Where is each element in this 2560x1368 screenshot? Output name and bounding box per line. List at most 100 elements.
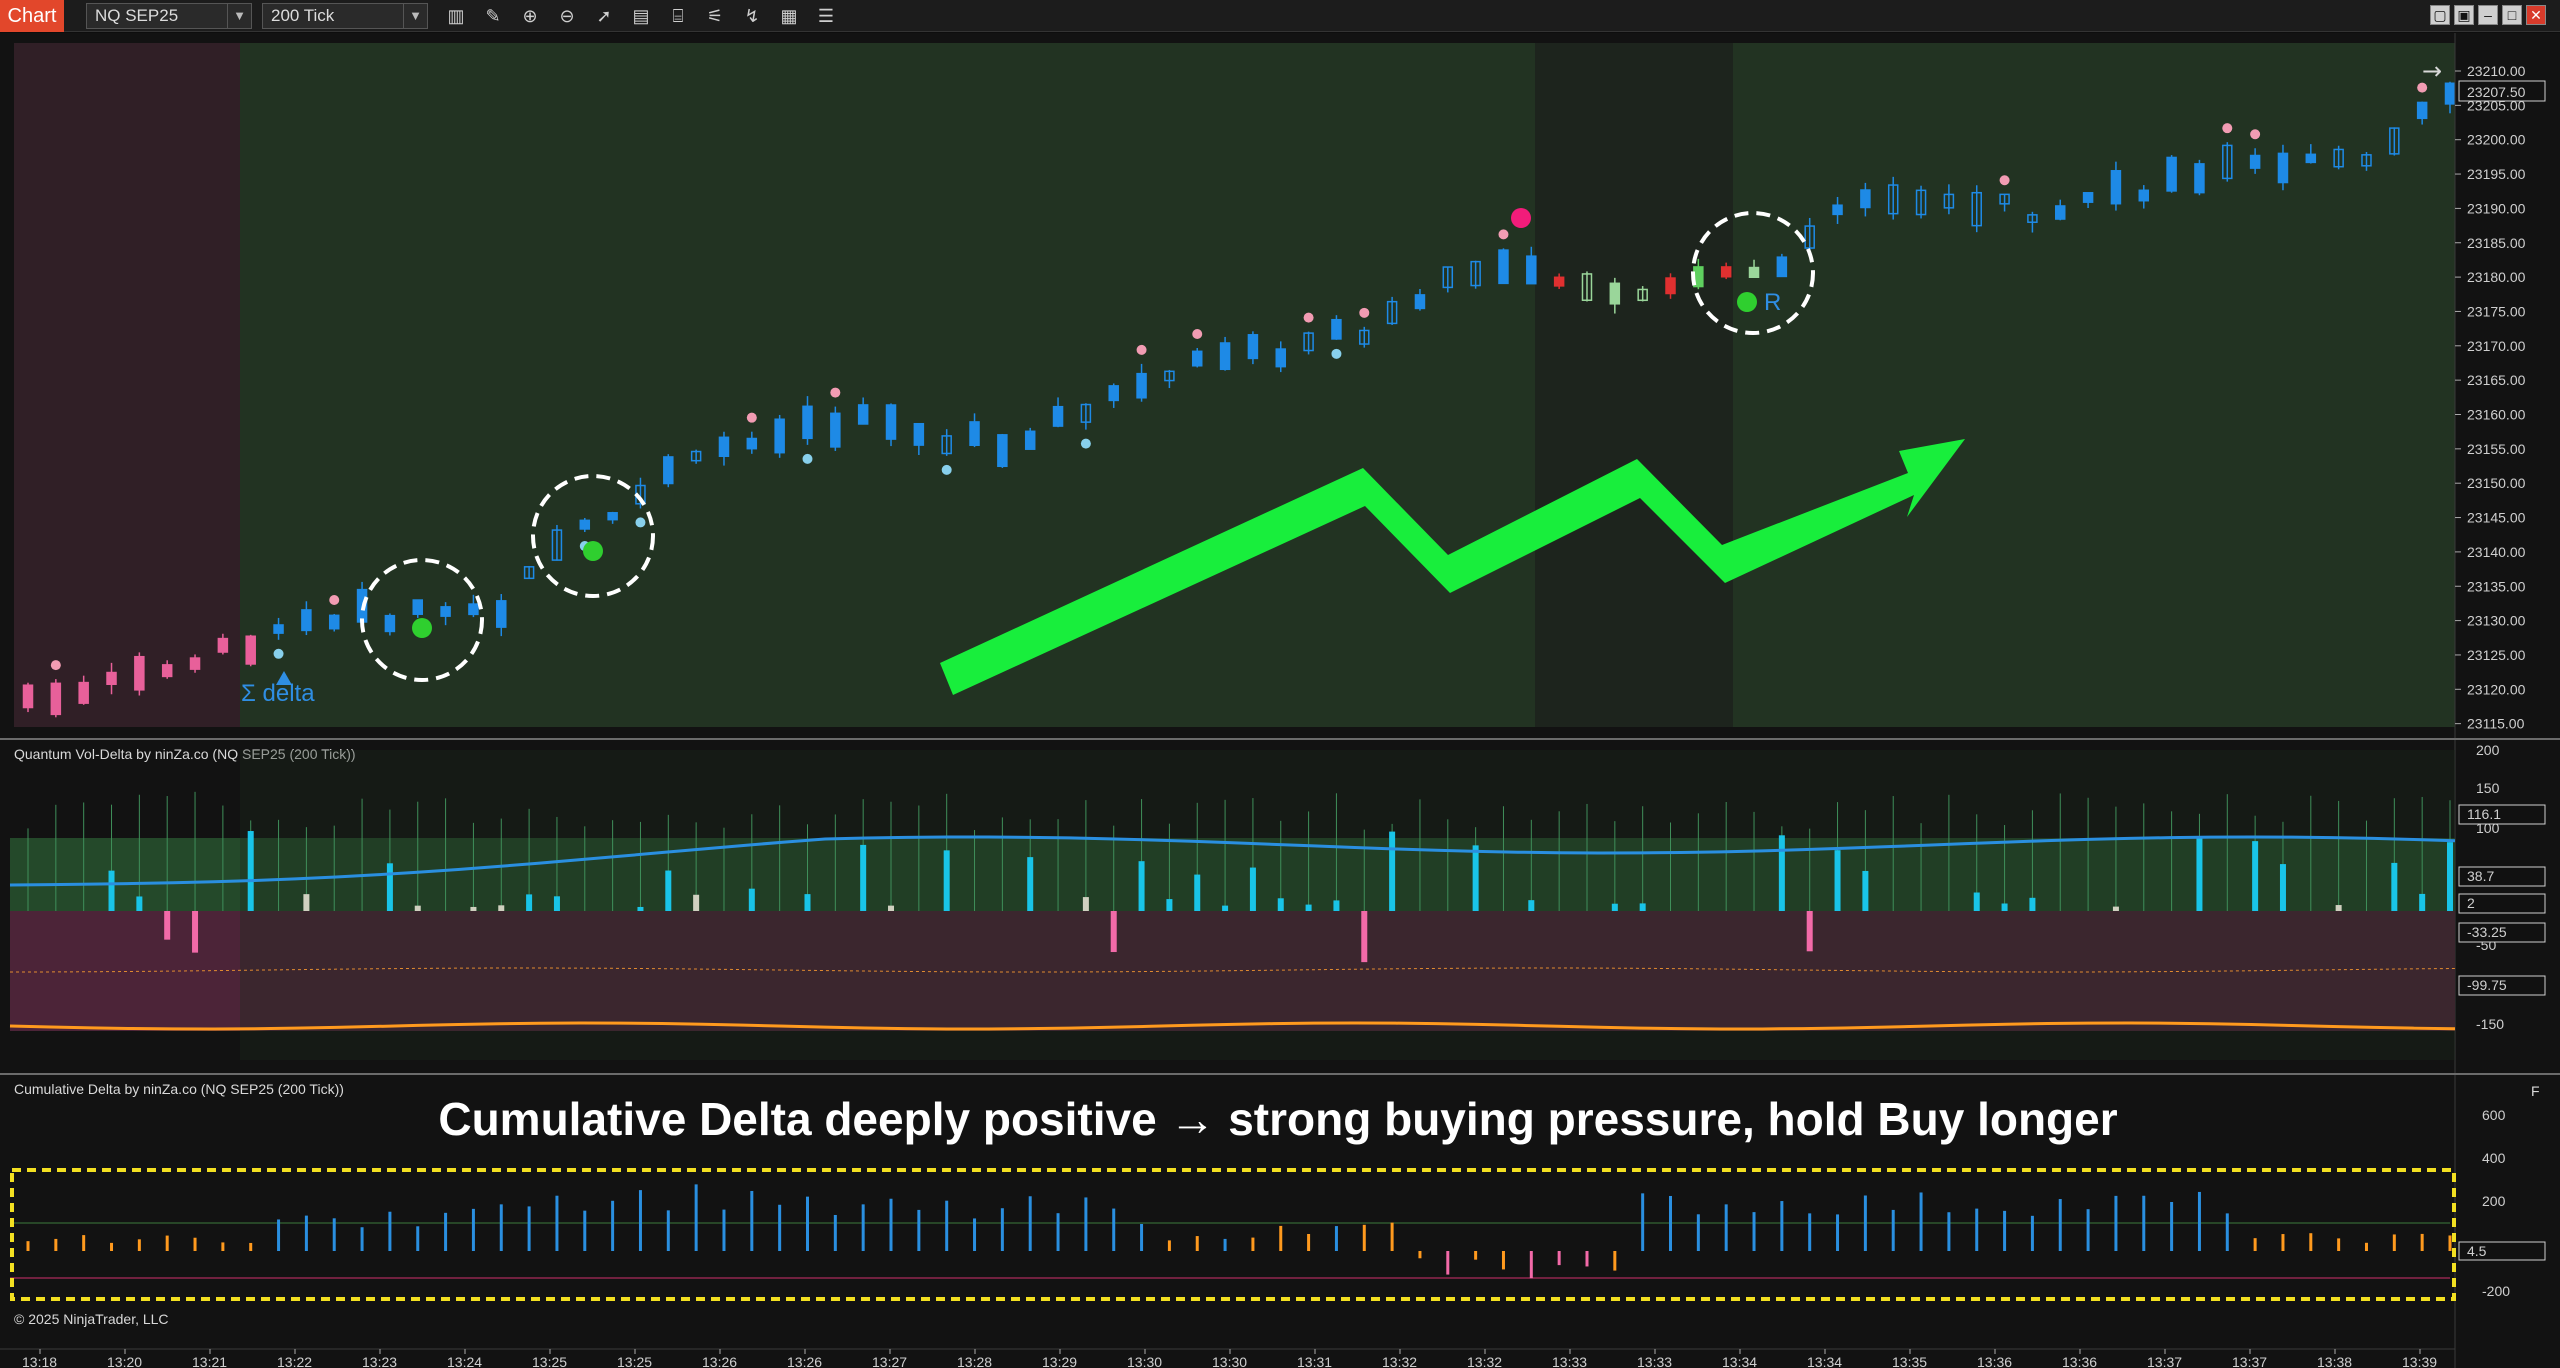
properties-icon[interactable]: ⌸ bbox=[672, 6, 684, 26]
time-tick-label: 13:36 bbox=[2062, 1354, 2097, 1368]
time-tick-label: 13:29 bbox=[1042, 1354, 1077, 1368]
vol-delta-marker bbox=[2458, 975, 2546, 996]
candle-body bbox=[2277, 152, 2289, 184]
vol-delta-lines bbox=[9, 835, 2456, 1031]
vol-delta-bar bbox=[2029, 897, 2036, 911]
time-tick-label: 13:21 bbox=[192, 1354, 227, 1368]
vol-delta-bar bbox=[136, 896, 143, 911]
panel-corner-label[interactable]: F bbox=[2531, 1083, 2540, 1099]
time-tick-label: 13:30 bbox=[1212, 1354, 1247, 1368]
candle-body bbox=[690, 450, 702, 462]
candle-body bbox=[1219, 342, 1231, 371]
cum-delta-marker: 4.5 bbox=[2458, 1241, 2546, 1261]
candle-body bbox=[1080, 403, 1092, 423]
time-tick-label: 13:37 bbox=[2232, 1354, 2267, 1368]
signal-dot bbox=[746, 412, 757, 423]
instrument-value: NQ SEP25 bbox=[95, 6, 179, 25]
signal-circle bbox=[531, 474, 655, 598]
vol-delta-marker-label: 116.1 bbox=[2467, 806, 2501, 822]
interval-selector[interactable]: 200 Tick ▼ bbox=[262, 3, 428, 29]
buy-signal-dot bbox=[1737, 292, 1757, 312]
signal-circle bbox=[1691, 211, 1815, 335]
time-tick-label: 13:32 bbox=[1382, 1354, 1417, 1368]
strategies-icon[interactable]: ↯ bbox=[744, 6, 760, 26]
last-price-label: 23207.50 bbox=[2467, 84, 2526, 100]
indicators-icon[interactable]: ⚟ bbox=[706, 6, 724, 26]
signal-dot bbox=[1498, 229, 1509, 240]
vol-delta-marker bbox=[2458, 866, 2546, 887]
vol-delta-bar bbox=[1333, 900, 1340, 911]
maximize-icon[interactable]: □ bbox=[2502, 5, 2522, 25]
time-tick-label: 13:31 bbox=[1297, 1354, 1332, 1368]
data-box-icon[interactable]: ▤ bbox=[632, 6, 650, 26]
vol-delta-bar bbox=[1361, 911, 1368, 963]
vol-delta-line bbox=[9, 1021, 2456, 1031]
candle-body bbox=[1024, 430, 1036, 450]
candle-body bbox=[1414, 294, 1426, 310]
price-tick-label: 23150.00 bbox=[2467, 475, 2526, 491]
vol-delta-marker-label: 38.7 bbox=[2467, 868, 2494, 884]
zoom-in-icon[interactable]: ⊕ bbox=[522, 6, 538, 26]
time-tick-label: 13:38 bbox=[2317, 1354, 2352, 1368]
time-tick-label: 13:30 bbox=[1127, 1354, 1162, 1368]
chart-tab[interactable]: Chart bbox=[0, 0, 64, 32]
instrument-selector[interactable]: NQ SEP25 ▼ bbox=[86, 3, 252, 29]
vol-delta-bar bbox=[693, 894, 700, 911]
time-tick-label: 13:25 bbox=[532, 1354, 567, 1368]
list-icon[interactable]: ☰ bbox=[817, 6, 835, 26]
templates-icon[interactable]: ▦ bbox=[780, 6, 798, 26]
candle-body bbox=[1191, 350, 1203, 367]
chevron-down-icon[interactable]: ▼ bbox=[403, 4, 427, 28]
scroll-right-icon[interactable]: → bbox=[2422, 57, 2442, 85]
minimize-icon[interactable]: – bbox=[2478, 5, 2498, 25]
tile-icon[interactable]: ▣ bbox=[2454, 5, 2474, 25]
pencil-icon[interactable]: ✎ bbox=[485, 6, 501, 26]
delta-label: Σ delta bbox=[241, 680, 315, 707]
price-tick-label: 23135.00 bbox=[2467, 578, 2526, 594]
candle-body bbox=[2166, 156, 2177, 192]
pointer-icon[interactable]: ➚ bbox=[596, 6, 612, 26]
signal-dot bbox=[329, 594, 340, 605]
annotation-text: Cumulative Delta deeply positive → stron… bbox=[438, 1093, 2117, 1145]
candle-body bbox=[1720, 266, 1732, 278]
time-tick-label: 13:25 bbox=[617, 1354, 652, 1368]
candle-body bbox=[1526, 255, 1537, 285]
candle-body bbox=[997, 434, 1008, 468]
bear-zone bbox=[14, 43, 240, 727]
vol-delta-bar bbox=[526, 894, 533, 911]
chart-toolbar: Chart NQ SEP25 ▼ 200 Tick ▼ ▥ ✎ ⊕ ⊖ ➚ ▤ ⌸ ⚟ ↯ ▦ ☰ … bbox=[0, 0, 2560, 32]
candle-body bbox=[1971, 191, 1982, 227]
last-price-marker: 23207.50 bbox=[2458, 80, 2546, 102]
vol-delta-bar bbox=[943, 850, 950, 911]
signal-dot bbox=[1303, 312, 1314, 323]
cum-delta-tick-label: 200 bbox=[2482, 1193, 2506, 1209]
vol-delta-tick-label: 200 bbox=[2476, 742, 2500, 758]
vol-delta-bar bbox=[2001, 903, 2008, 911]
vol-delta-bar bbox=[1834, 850, 1841, 911]
candle-body bbox=[607, 512, 618, 521]
candle-body bbox=[1553, 276, 1565, 287]
candle-body bbox=[885, 404, 897, 440]
candle-body bbox=[1804, 225, 1815, 249]
restore-icon[interactable]: ▢ bbox=[2430, 5, 2450, 25]
candle-body bbox=[857, 404, 869, 425]
candle-body bbox=[245, 635, 256, 665]
close-icon[interactable]: ✕ bbox=[2526, 5, 2546, 25]
price-tick-label: 23210.00 bbox=[2467, 63, 2526, 79]
price-tick-label: 23165.00 bbox=[2467, 372, 2526, 388]
chevron-down-icon[interactable]: ▼ bbox=[227, 4, 251, 28]
candle-body bbox=[551, 529, 563, 561]
vol-delta-marker-label: 2 bbox=[2467, 895, 2475, 911]
candle-body bbox=[1275, 348, 1287, 368]
candle-body bbox=[830, 412, 841, 448]
bar-style-icon[interactable]: ▥ bbox=[447, 6, 465, 26]
zoom-out-icon[interactable]: ⊖ bbox=[559, 6, 575, 26]
candle-body bbox=[301, 609, 312, 632]
vol-delta-tick-label: 150 bbox=[2476, 780, 2500, 796]
vol-delta-bar bbox=[1194, 874, 1201, 911]
vol-delta-bar bbox=[2112, 906, 2119, 911]
signal-dot bbox=[1136, 344, 1147, 355]
chart-area[interactable]: R Σ delta → 23210.0023205.0023200.002319… bbox=[0, 33, 2560, 1368]
vol-delta-marker bbox=[2458, 922, 2546, 943]
time-tick-label: 13:36 bbox=[1977, 1354, 2012, 1368]
